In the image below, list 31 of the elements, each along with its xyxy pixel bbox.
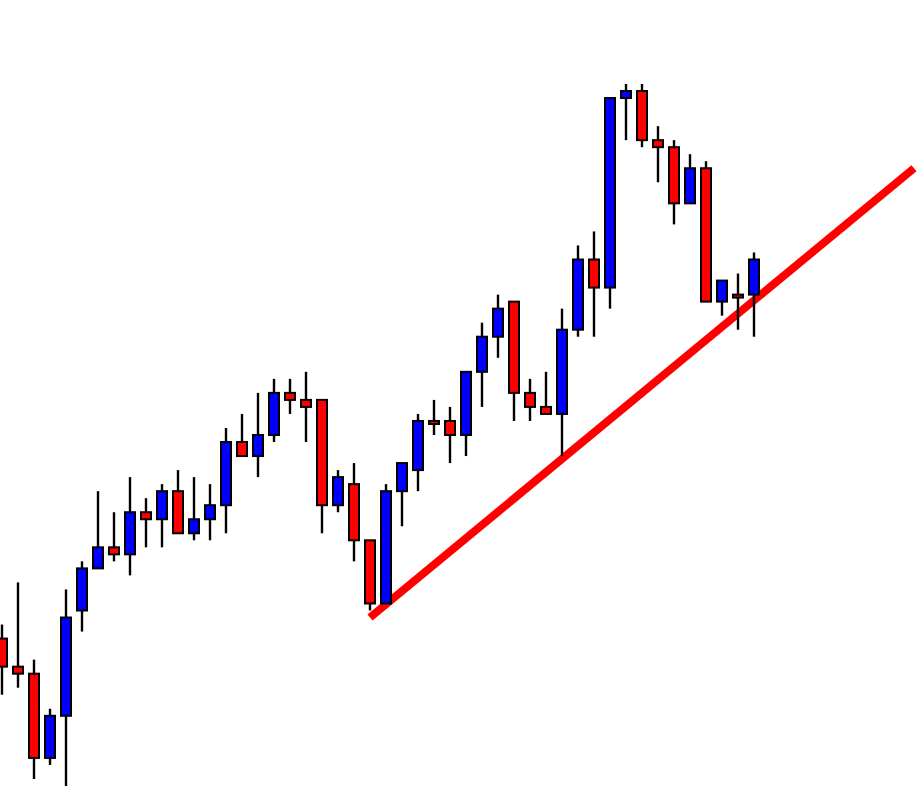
candlestick: [204, 482, 216, 542]
candlestick: [716, 279, 728, 317]
candlestick: [652, 124, 664, 184]
candlestick: [236, 412, 248, 458]
candlestick: [284, 377, 296, 416]
candlestick: [76, 560, 88, 633]
candlestick: [188, 475, 200, 542]
candlestick: [12, 581, 24, 689]
candlestick: [268, 377, 280, 444]
candlestick: [492, 293, 504, 359]
candlestick: [124, 475, 136, 577]
candlestick: [300, 370, 312, 444]
candlestick: [444, 405, 456, 465]
candlestick: [620, 82, 632, 142]
candlestick: [44, 707, 56, 767]
candlestick: [476, 321, 488, 409]
candlestick: [140, 496, 152, 549]
candlestick: [748, 251, 760, 338]
candlestick: [428, 398, 440, 437]
candlestick: [684, 153, 696, 205]
candlestick: [172, 468, 184, 535]
candlestick: [732, 272, 744, 331]
candlestick: [252, 391, 264, 479]
candlestick: [396, 461, 408, 528]
candlestick: [332, 468, 344, 514]
candlestick: [588, 230, 600, 338]
candlestick: [540, 370, 552, 416]
candlestick: [92, 489, 104, 570]
candlestick: [524, 377, 536, 423]
candlestick: [156, 482, 168, 549]
candlestick: [108, 511, 120, 563]
